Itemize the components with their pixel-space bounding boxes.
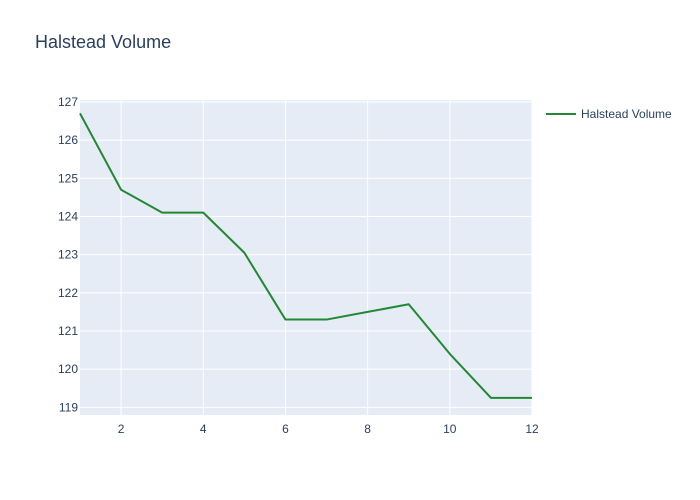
y-axis-ticks: 119 120 121 122 123 124 125 126 127 <box>58 95 78 414</box>
plot-background <box>80 100 532 415</box>
y-tick-label: 127 <box>58 95 78 109</box>
series-line-0 <box>79 112 532 399</box>
x-tick-label: 4 <box>200 422 207 436</box>
x-tick-label: 12 <box>525 422 539 436</box>
chart-title: Halstead Volume <box>35 32 172 52</box>
y-tick-label: 126 <box>58 133 78 147</box>
y-tick-label: 120 <box>58 362 78 376</box>
y-tick-label: 125 <box>58 171 78 185</box>
x-tick-label: 10 <box>443 422 457 436</box>
x-tick-label: 2 <box>118 422 125 436</box>
y-tick-label: 122 <box>58 286 78 300</box>
x-tick-label: 8 <box>364 422 371 436</box>
series-layer <box>79 112 532 399</box>
y-tick-label: 121 <box>58 324 78 338</box>
y-tick-label: 124 <box>58 209 78 223</box>
y-tick-label: 119 <box>59 400 78 414</box>
legend-label-halstead-volume: Halstead Volume <box>581 107 672 121</box>
legend[interactable]: Halstead Volume <box>546 107 672 121</box>
x-tick-label: 6 <box>282 422 289 436</box>
y-gridlines <box>80 101 532 408</box>
x-axis-ticks: 2 4 6 8 10 12 <box>118 422 539 436</box>
y-tick-label: 123 <box>58 248 78 262</box>
x-gridlines <box>120 100 533 415</box>
